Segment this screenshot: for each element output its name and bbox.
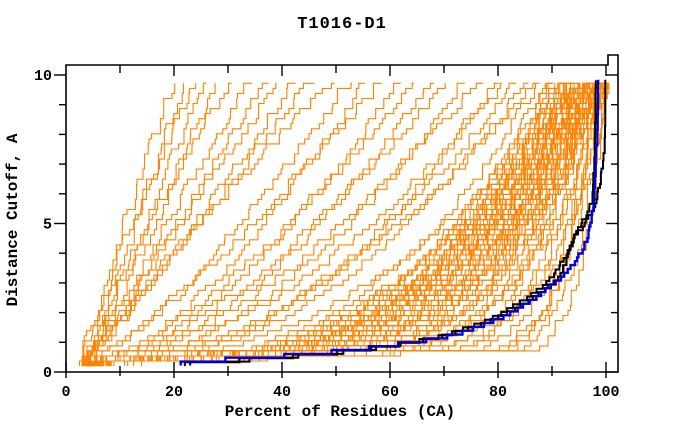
prediction-curve xyxy=(100,83,609,367)
prediction-curve xyxy=(101,83,597,367)
prediction-curve xyxy=(99,82,595,367)
x-tick-label: 60 xyxy=(381,384,399,401)
prediction-curve xyxy=(94,82,581,367)
x-axis-label: Percent of Residues (CA) xyxy=(225,403,455,421)
prediction-curve xyxy=(106,82,604,367)
prediction-curve xyxy=(78,83,197,367)
prediction-curve xyxy=(90,82,503,367)
prediction-curve xyxy=(85,82,536,367)
prediction-curve xyxy=(88,82,601,367)
prediction-curve xyxy=(87,82,253,367)
prediction-curve xyxy=(96,82,606,367)
prediction-curve xyxy=(85,83,594,367)
prediction-curve xyxy=(87,82,434,367)
prediction-curve xyxy=(82,82,540,367)
prediction-curve xyxy=(82,83,176,367)
prediction-curve xyxy=(81,82,465,367)
prediction-curve xyxy=(92,83,596,367)
prediction-curve xyxy=(87,82,315,367)
prediction-curve xyxy=(85,83,185,367)
x-tick-label: 20 xyxy=(165,384,183,401)
prediction-curve xyxy=(89,82,609,367)
prediction-curve xyxy=(94,83,603,367)
prediction-curve xyxy=(96,82,608,367)
highlight-curve-blue xyxy=(179,79,600,366)
y-tick-label: 5 xyxy=(43,217,52,234)
prediction-curve xyxy=(81,82,382,367)
ticks-layer xyxy=(54,65,618,378)
y-axis-label: Distance Cutoff, A xyxy=(4,133,22,306)
prediction-curve xyxy=(91,82,401,367)
prediction-curve xyxy=(90,82,484,367)
x-tick-label: 0 xyxy=(61,384,70,401)
prediction-curve xyxy=(133,83,596,367)
prediction-curve xyxy=(88,82,335,367)
prediction-curve xyxy=(123,83,603,367)
prediction-curve xyxy=(89,83,446,367)
prediction-curve xyxy=(81,82,232,367)
curves-layer xyxy=(78,79,610,367)
x-tick-label: 100 xyxy=(592,384,619,401)
y-tick-label: 0 xyxy=(43,365,52,382)
tick-labels-layer: 0 20 40 60 80 100 0 5 10 xyxy=(34,68,620,401)
y-tick-label: 10 xyxy=(34,68,52,85)
prediction-curve xyxy=(106,82,590,367)
x-tick-label: 40 xyxy=(273,384,291,401)
reference-curve-black xyxy=(189,79,607,366)
prediction-curve xyxy=(140,83,608,367)
prediction-curve xyxy=(89,82,277,367)
x-tick-label: 80 xyxy=(489,384,507,401)
chart-title: T1016-D1 xyxy=(297,15,387,34)
prediction-curve xyxy=(84,82,269,367)
prediction-curve xyxy=(92,82,414,367)
